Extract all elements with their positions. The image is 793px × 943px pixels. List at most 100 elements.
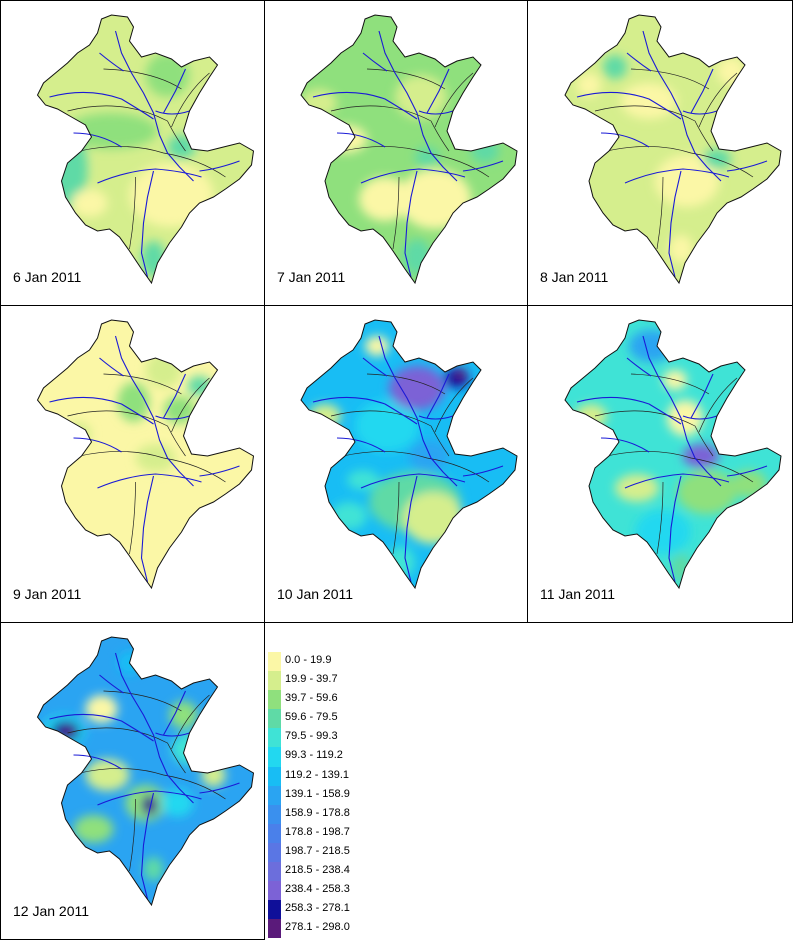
rainfall-surface [37, 320, 254, 588]
legend-class-7: 139.1 - 158.9 [268, 785, 398, 805]
subbasin-boundary [67, 410, 186, 457]
river-line [668, 475, 682, 583]
basin-outline [564, 319, 782, 590]
legend-label: 218.5 - 238.4 [285, 864, 350, 877]
legend-label: 119.2 - 139.1 [285, 768, 350, 781]
legend-label: 178.8 - 198.7 [285, 825, 350, 838]
subbasin-boundary [366, 373, 446, 395]
river-line [312, 91, 418, 120]
river-line [97, 473, 202, 489]
legend-label: 99.3 - 119.2 [285, 749, 343, 762]
river-line [140, 792, 155, 900]
basin-outline [36, 14, 255, 285]
panel-date-label: 7 Jan 2011 [277, 269, 346, 285]
legend-class-8: 158.9 - 178.8 [268, 804, 398, 824]
river-line [668, 170, 682, 278]
rainfall-surface [565, 15, 781, 283]
river-line [163, 68, 187, 114]
river-line [99, 674, 124, 694]
river-line [155, 732, 190, 737]
subbasin-boundary [129, 176, 136, 250]
rainfall-map [36, 14, 255, 285]
legend-swatch [268, 900, 281, 920]
legend-swatch [268, 709, 281, 729]
subbasin-boundary [606, 146, 754, 178]
subbasin-boundary [366, 68, 446, 90]
map-panel-10-jan: 10 Jan 2011 [264, 305, 528, 623]
subbasin-boundary [656, 481, 664, 555]
river-line [336, 132, 386, 148]
map-panel-9-jan: 9 Jan 2011 [0, 305, 265, 623]
subbasin-boundary [103, 373, 182, 395]
river-line [73, 754, 122, 770]
river-line [49, 91, 154, 120]
legend-swatch [268, 690, 281, 710]
legend-swatch [268, 919, 281, 939]
legend-class-13: 258.3 - 278.1 [268, 900, 398, 920]
subbasin-boundary [698, 72, 738, 128]
river-line [114, 30, 194, 182]
legend-label: 198.7 - 218.5 [285, 844, 350, 857]
subbasin-boundary [342, 451, 490, 483]
subbasin-boundary [698, 377, 738, 433]
panel-date-label: 9 Jan 2011 [13, 586, 82, 602]
river-line [336, 437, 386, 453]
legend-class-10: 198.7 - 218.5 [268, 842, 398, 863]
legend-class-5: 99.3 - 119.2 [268, 747, 398, 767]
legend-label: 19.9 - 39.7 [285, 673, 338, 686]
subbasin-boundary [171, 72, 210, 128]
rainfall-surface [301, 320, 517, 588]
river-line [140, 170, 155, 278]
river-line [600, 132, 650, 148]
subbasin-boundary [129, 798, 136, 872]
river-line [726, 160, 768, 172]
legend-swatch [268, 862, 281, 882]
river-line [726, 465, 768, 477]
river-line [600, 437, 650, 453]
rainfall-surface [37, 15, 254, 283]
river-line [624, 168, 730, 184]
map-panel-11-jan: 11 Jan 2011 [527, 305, 793, 623]
river-line [362, 52, 388, 72]
river-line [626, 52, 652, 72]
legend-label: 79.5 - 99.3 [285, 730, 338, 743]
rainfall-map [36, 319, 255, 590]
rainfall-map [36, 636, 255, 907]
legend-class-6: 119.2 - 139.1 [268, 766, 398, 786]
river-line [163, 690, 187, 736]
river-line [114, 335, 194, 487]
legend-label: 278.1 - 298.0 [285, 921, 350, 934]
subbasin-boundary [434, 72, 474, 128]
river-line [378, 30, 458, 182]
river-line [642, 335, 722, 487]
river-line [199, 465, 240, 477]
basin-outline [36, 319, 255, 590]
subbasin-boundary [103, 68, 182, 90]
legend-swatch [268, 728, 281, 748]
legend-class-9: 178.8 - 198.7 [268, 823, 398, 843]
subbasin-boundary [606, 451, 754, 483]
river-line [690, 373, 714, 419]
subbasin-boundary [630, 68, 710, 90]
rainfall-map [300, 14, 518, 285]
river-line [49, 396, 154, 425]
rainfall-map [300, 319, 518, 590]
subbasin-boundary [392, 176, 400, 250]
legend-class-12: 238.4 - 258.3 [268, 881, 398, 901]
subbasin-boundary [79, 451, 226, 483]
river-line [360, 473, 466, 489]
map-panel-8-jan: 8 Jan 2011 [527, 0, 793, 306]
map-panel-6-jan: 6 Jan 2011 [0, 0, 265, 306]
legend-swatch [268, 881, 281, 901]
basin-outline [36, 636, 255, 907]
river-line [99, 52, 124, 72]
river-line [682, 415, 718, 420]
river-line [418, 415, 454, 420]
basin-outline [564, 14, 782, 285]
river-line [426, 68, 450, 114]
subbasin-boundary [129, 481, 136, 555]
river-line [462, 465, 504, 477]
river-line [199, 782, 240, 794]
legend-class-4: 79.5 - 99.3 [268, 728, 398, 748]
rainfall-surface [37, 637, 254, 905]
